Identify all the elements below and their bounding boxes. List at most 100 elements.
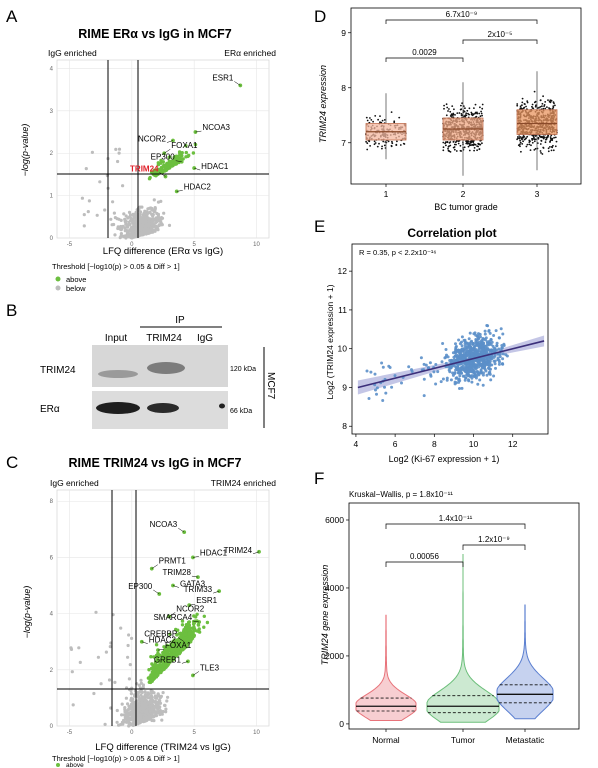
c-point-below: [163, 703, 167, 708]
c-point-above: [163, 656, 167, 661]
e-point: [422, 377, 426, 381]
d-point: [369, 117, 371, 119]
e-point: [468, 331, 472, 335]
d-point: [528, 141, 531, 144]
c-point-above: [195, 612, 199, 616]
d-point: [378, 142, 380, 145]
a-point-below: [162, 211, 166, 215]
d-point: [468, 113, 470, 116]
a-label-leader: [176, 190, 183, 192]
e-point: [465, 345, 469, 349]
a-point-below: [103, 208, 107, 212]
row-label-trim24: TRIM24: [40, 365, 76, 376]
e-fit-line: [357, 340, 545, 389]
d-point: [542, 146, 545, 149]
c-point-below: [120, 702, 124, 706]
c-point-below: [126, 643, 130, 648]
a-point-below: [113, 233, 117, 237]
kda-66: 66 kDa: [230, 408, 252, 415]
d-point: [548, 107, 550, 109]
c-point-below: [115, 720, 119, 724]
c-point-above: [156, 651, 160, 655]
c-point-below: [71, 703, 75, 707]
c-point-below: [94, 610, 98, 614]
d-point: [549, 136, 552, 138]
panel-letter-c: C: [6, 453, 18, 472]
panel-a-xlabel: LFQ difference (ERα vs IgG): [103, 246, 223, 257]
panel-letter-e: E: [314, 217, 325, 236]
d-point: [451, 105, 454, 107]
d-point: [533, 101, 536, 104]
c-point-above: [172, 645, 176, 649]
c-point-below: [125, 719, 129, 723]
e-point: [449, 378, 453, 382]
e-point: [501, 362, 504, 366]
d-point: [516, 104, 519, 107]
c-point-below: [138, 708, 142, 712]
d-point: [544, 107, 547, 110]
c-ytick: 8: [50, 499, 54, 505]
c-point-below: [125, 711, 129, 715]
d-point: [481, 103, 484, 106]
a-point-below: [80, 196, 84, 200]
c-point-below: [145, 709, 149, 713]
d-point: [382, 140, 385, 143]
c-point-above: [159, 670, 163, 675]
d-point: [519, 145, 521, 148]
e-point: [488, 363, 492, 367]
a-xtick: 5: [193, 242, 197, 248]
a-label-leader: [195, 130, 202, 133]
c-point-below: [108, 645, 112, 649]
panel-d-plot-area: [350, 7, 582, 185]
a-label-esr1: ESR1: [212, 73, 233, 82]
c-point-below: [129, 698, 133, 702]
d-point: [543, 136, 546, 139]
c-point-above: [151, 669, 156, 673]
d-point: [476, 149, 478, 152]
c-point-above: [149, 655, 153, 659]
c-point-below: [145, 702, 149, 706]
a-point-below: [113, 216, 117, 220]
e-point: [468, 367, 472, 370]
d-point: [449, 144, 452, 147]
e-point: [468, 341, 471, 345]
ip-label: IP: [175, 315, 185, 326]
e-point: [470, 380, 474, 384]
c-point-below: [140, 698, 144, 702]
e-point: [384, 391, 388, 395]
e-point: [484, 360, 488, 364]
panel-letter-f: F: [314, 469, 324, 488]
e-xtick: 12: [508, 439, 518, 449]
d-point: [545, 138, 547, 141]
a-point-below: [122, 212, 126, 216]
e-point: [482, 352, 486, 356]
f-pvalue-1: 1.4x10⁻¹¹: [439, 514, 473, 523]
a-point-below: [142, 212, 146, 216]
d-point: [446, 141, 449, 143]
c-point-below: [137, 704, 141, 708]
e-point: [454, 368, 458, 372]
c-label-hdac2: HDAC2: [149, 636, 177, 645]
e-point: [493, 354, 497, 358]
panel-a-plot: ESR1 NCOA3 NCOR2 FOXA1 EP300 HDAC1 TRIM24 HDAC2…: [50, 59, 270, 248]
e-point: [501, 332, 505, 336]
e-point: [365, 369, 369, 373]
e-point: [492, 334, 496, 337]
e-point: [481, 383, 485, 387]
e-point: [419, 356, 423, 360]
a-point-above: [193, 142, 198, 147]
c-point-below: [77, 646, 81, 650]
d-point: [531, 137, 534, 140]
e-point: [472, 364, 476, 368]
e-point: [502, 344, 506, 347]
e-point: [497, 336, 501, 340]
e-point: [479, 371, 483, 375]
c-point-below: [137, 683, 141, 687]
e-point: [445, 376, 449, 380]
c-point-above: [194, 615, 198, 619]
c-point-above: [162, 645, 166, 649]
d-point: [520, 150, 522, 153]
d-point: [468, 149, 471, 152]
c-ytick: 4: [50, 612, 54, 618]
c-point-below: [129, 703, 133, 707]
